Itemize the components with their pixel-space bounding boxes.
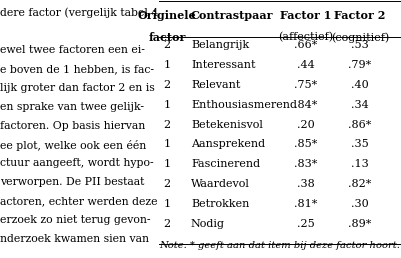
Text: .40: .40 bbox=[350, 80, 368, 90]
Text: .75*: .75* bbox=[293, 80, 316, 90]
Text: .38: .38 bbox=[296, 179, 314, 189]
Text: (cognitief): (cognitief) bbox=[330, 32, 388, 43]
Text: Contrastpaar: Contrastpaar bbox=[190, 10, 273, 21]
Text: 1: 1 bbox=[163, 140, 170, 149]
Text: Interessant: Interessant bbox=[190, 60, 255, 70]
Text: Factor 2: Factor 2 bbox=[333, 10, 385, 21]
Text: .44: .44 bbox=[296, 60, 314, 70]
Text: .13: .13 bbox=[350, 159, 368, 169]
Text: .83*: .83* bbox=[293, 159, 316, 169]
Text: erzoek zo niet terug gevon-: erzoek zo niet terug gevon- bbox=[0, 215, 150, 225]
Text: e boven de 1 hebben, is fac-: e boven de 1 hebben, is fac- bbox=[0, 64, 154, 74]
Text: ewel twee factoren een ei-: ewel twee factoren een ei- bbox=[0, 45, 144, 55]
Text: Relevant: Relevant bbox=[190, 80, 240, 90]
Text: en sprake van twee gelijk-: en sprake van twee gelijk- bbox=[0, 102, 144, 112]
Text: .30: .30 bbox=[350, 199, 368, 209]
Text: 1: 1 bbox=[163, 60, 170, 70]
Text: ee plot, welke ook een één: ee plot, welke ook een één bbox=[0, 140, 146, 151]
Text: 1: 1 bbox=[163, 199, 170, 209]
Text: Note. * geeft aan dat item bij deze factor hoort.: Note. * geeft aan dat item bij deze fact… bbox=[158, 241, 399, 250]
Text: Enthousiasmerend: Enthousiasmerend bbox=[190, 100, 296, 110]
Text: .25: .25 bbox=[296, 219, 314, 229]
Text: .86*: .86* bbox=[347, 120, 371, 130]
Text: Nodig: Nodig bbox=[190, 219, 225, 229]
Text: 2: 2 bbox=[163, 120, 170, 130]
Text: 2: 2 bbox=[163, 40, 170, 50]
Text: Betekenisvol: Betekenisvol bbox=[190, 120, 262, 130]
Text: actoren, echter werden deze: actoren, echter werden deze bbox=[0, 196, 157, 206]
Text: .35: .35 bbox=[350, 140, 368, 149]
Text: .34: .34 bbox=[350, 100, 368, 110]
Text: .53: .53 bbox=[350, 40, 368, 50]
Text: factor: factor bbox=[148, 32, 185, 43]
Text: Belangrijk: Belangrijk bbox=[190, 40, 249, 50]
Text: lijk groter dan factor 2 en is: lijk groter dan factor 2 en is bbox=[0, 83, 154, 93]
Text: .81*: .81* bbox=[293, 199, 316, 209]
Text: .79*: .79* bbox=[347, 60, 371, 70]
Text: Originele: Originele bbox=[137, 10, 196, 21]
Text: Fascinerend: Fascinerend bbox=[190, 159, 259, 169]
Text: nderzoek kwamen sien van: nderzoek kwamen sien van bbox=[0, 234, 149, 244]
Text: 2: 2 bbox=[163, 80, 170, 90]
Text: 1: 1 bbox=[163, 100, 170, 110]
Text: .82*: .82* bbox=[347, 179, 371, 189]
Text: Betrokken: Betrokken bbox=[190, 199, 249, 209]
Text: dere factor (vergelijk tabel 4: dere factor (vergelijk tabel 4 bbox=[0, 8, 158, 18]
Text: .66*: .66* bbox=[293, 40, 316, 50]
Text: verworpen. De PII bestaat: verworpen. De PII bestaat bbox=[0, 177, 144, 187]
Text: ctuur aangeeft, wordt hypo-: ctuur aangeeft, wordt hypo- bbox=[0, 158, 153, 168]
Text: 2: 2 bbox=[163, 179, 170, 189]
Text: 2: 2 bbox=[163, 219, 170, 229]
Text: .85*: .85* bbox=[293, 140, 316, 149]
Text: (affectief): (affectief) bbox=[277, 32, 332, 43]
Text: Aansprekend: Aansprekend bbox=[190, 140, 264, 149]
Text: Waardevol: Waardevol bbox=[190, 179, 249, 189]
Text: .89*: .89* bbox=[347, 219, 371, 229]
Text: .84*: .84* bbox=[293, 100, 316, 110]
Text: Factor 1: Factor 1 bbox=[279, 10, 330, 21]
Text: factoren. Op basis hiervan: factoren. Op basis hiervan bbox=[0, 121, 145, 131]
Text: .20: .20 bbox=[296, 120, 314, 130]
Text: 1: 1 bbox=[163, 159, 170, 169]
